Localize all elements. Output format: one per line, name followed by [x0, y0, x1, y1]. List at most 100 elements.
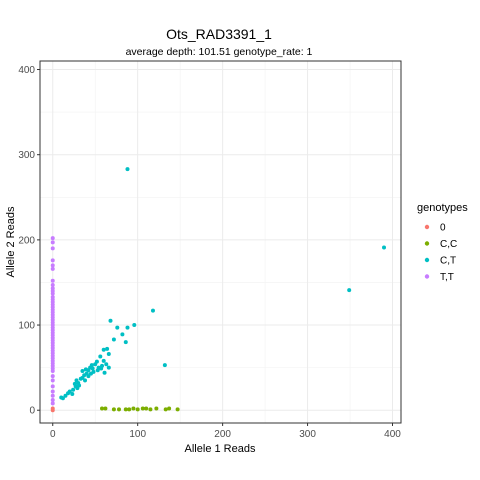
- data-point: [50, 378, 55, 383]
- data-point: [140, 406, 145, 411]
- data-point: [78, 376, 83, 381]
- data-point: [99, 366, 104, 371]
- x-axis-ticks: 0 100 200 300 400: [50, 423, 401, 440]
- data-point: [127, 407, 132, 412]
- legend-label: C,T: [440, 256, 456, 267]
- data-point: [111, 407, 116, 412]
- y-tick-label: 0: [29, 406, 35, 417]
- data-point: [98, 354, 103, 359]
- data-point: [50, 240, 55, 245]
- data-point: [50, 258, 55, 263]
- data-point: [116, 407, 121, 412]
- data-point: [50, 374, 55, 379]
- legend-label: 0: [440, 223, 446, 234]
- data-point: [144, 406, 149, 411]
- data-point: [50, 263, 55, 268]
- data-point: [104, 362, 109, 367]
- y-tick-label: 200: [18, 235, 35, 246]
- data-point: [50, 389, 55, 394]
- data-point: [74, 378, 79, 383]
- data-point: [93, 362, 98, 367]
- x-tick-label: 100: [129, 429, 146, 440]
- data-point: [167, 406, 172, 411]
- data-point: [50, 278, 55, 283]
- data-point: [101, 347, 106, 352]
- legend: genotypes 0 C,C C,T T,T: [417, 202, 468, 283]
- data-point: [50, 291, 55, 296]
- data-point: [50, 283, 55, 288]
- data-point: [106, 352, 111, 357]
- data-point: [73, 384, 78, 389]
- panel-border: [39, 60, 402, 424]
- data-point: [101, 358, 106, 363]
- x-tick-label: 400: [384, 429, 401, 440]
- data-point: [95, 368, 100, 373]
- data-points: [50, 167, 387, 413]
- data-point: [50, 236, 55, 241]
- data-point: [86, 374, 91, 379]
- data-point: [50, 401, 55, 406]
- data-point: [150, 308, 155, 313]
- data-point: [115, 325, 120, 330]
- data-point: [154, 406, 159, 411]
- data-point: [111, 337, 116, 342]
- panel-background: [40, 61, 401, 423]
- data-point: [71, 387, 76, 392]
- y-axis-ticks: 0 100 200 300 400: [18, 65, 40, 417]
- data-point: [50, 246, 55, 251]
- data-point: [106, 365, 111, 370]
- legend-label: C,C: [440, 239, 457, 250]
- plot-panel: [39, 60, 402, 424]
- data-point: [90, 366, 95, 371]
- data-point: [108, 318, 113, 323]
- data-point: [382, 245, 387, 250]
- chart-title: Ots_RAD3391_1: [166, 26, 272, 42]
- legend-key: [424, 257, 430, 263]
- legend-key: [424, 274, 430, 279]
- data-point: [50, 384, 55, 389]
- data-point: [125, 325, 130, 330]
- legend-key: [424, 241, 430, 246]
- data-point: [63, 393, 68, 398]
- data-point: [123, 340, 128, 345]
- data-point: [66, 391, 71, 396]
- chart-subtitle: average depth: 101.51 genotype_rate: 1: [126, 46, 313, 58]
- data-point: [175, 407, 180, 412]
- data-point: [103, 406, 108, 411]
- data-point: [83, 378, 88, 383]
- data-point: [50, 406, 55, 411]
- data-point: [50, 266, 55, 271]
- x-tick-label: 0: [50, 429, 56, 440]
- y-tick-label: 300: [18, 150, 35, 161]
- data-point: [70, 392, 75, 397]
- data-point: [135, 407, 140, 412]
- data-point: [163, 407, 168, 412]
- legend-key: [424, 224, 430, 230]
- data-point: [50, 393, 55, 398]
- data-point: [50, 369, 55, 374]
- data-point: [120, 332, 125, 337]
- data-point: [131, 406, 136, 411]
- data-point: [83, 367, 88, 372]
- data-point: [105, 346, 110, 351]
- data-point: [162, 363, 167, 368]
- data-point: [59, 395, 64, 400]
- data-point: [80, 369, 85, 374]
- legend-title: genotypes: [417, 202, 468, 214]
- y-tick-label: 400: [18, 65, 35, 76]
- y-tick-label: 100: [18, 321, 35, 332]
- data-point: [50, 398, 55, 403]
- data-point: [88, 371, 93, 376]
- legend-items: 0 C,C C,T T,T: [424, 223, 457, 283]
- y-axis-label: Allele 2 Reads: [5, 206, 17, 277]
- data-point: [347, 288, 352, 293]
- data-point: [123, 407, 128, 412]
- data-point: [125, 167, 130, 172]
- x-axis-label: Allele 1 Reads: [185, 443, 256, 455]
- data-point: [102, 370, 107, 375]
- x-tick-label: 300: [299, 429, 316, 440]
- x-tick-label: 200: [214, 429, 231, 440]
- data-point: [148, 407, 153, 412]
